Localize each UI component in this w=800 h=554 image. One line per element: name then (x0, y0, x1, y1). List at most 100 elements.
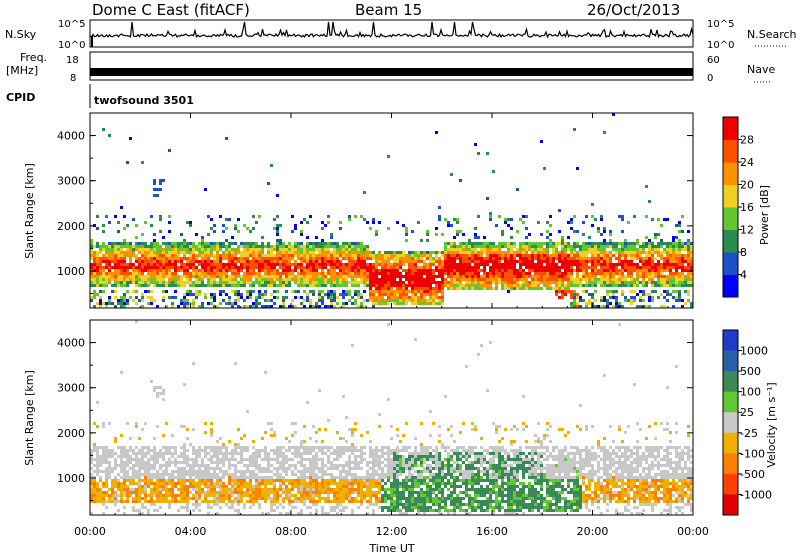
heatmap-cell (174, 263, 177, 266)
heatmap-cell (183, 497, 186, 500)
heatmap-cell (489, 215, 492, 218)
heatmap-cell (591, 275, 594, 278)
heatmap-cell (483, 269, 486, 272)
heatmap-cell (420, 296, 423, 299)
heatmap-cell (543, 272, 546, 275)
heatmap-cell (105, 281, 108, 284)
heatmap-cell (363, 281, 366, 284)
heatmap-cell (588, 251, 591, 254)
heatmap-cell (168, 452, 171, 455)
heatmap-cell (225, 458, 228, 461)
heatmap-cell (147, 473, 150, 476)
heatmap-cell (651, 266, 654, 269)
heatmap-cell (672, 242, 675, 245)
heatmap-cell (372, 290, 375, 293)
heatmap-cell (537, 245, 540, 248)
heatmap-cell (642, 263, 645, 266)
heatmap-cell (654, 281, 657, 284)
heatmap-cell (588, 266, 591, 269)
heatmap-cell (501, 233, 504, 236)
heatmap-cell (114, 272, 117, 275)
heatmap-cell (324, 464, 327, 467)
heatmap-cell (198, 491, 201, 494)
heatmap-cell (465, 275, 468, 278)
heatmap-cell (327, 293, 330, 296)
heatmap-cell (90, 494, 93, 497)
heatmap-cell (621, 218, 624, 221)
heatmap-cell (657, 278, 660, 281)
heatmap-cell (423, 287, 426, 290)
heatmap-cell (678, 245, 681, 248)
heatmap-cell (174, 470, 177, 473)
heatmap-cell (297, 452, 300, 455)
heatmap-cell (561, 248, 564, 251)
heatmap-cell (606, 290, 609, 293)
heatmap-cell (189, 254, 192, 257)
heatmap-cell (102, 452, 105, 455)
heatmap-cell (123, 266, 126, 269)
heatmap-cell (117, 263, 120, 266)
cpid-value: twofsound 3501 (94, 94, 194, 107)
heatmap-cell (291, 446, 294, 449)
heatmap-cell (159, 479, 162, 482)
heatmap-cell (468, 272, 471, 275)
heatmap-cell (138, 470, 141, 473)
heatmap-cell (555, 278, 558, 281)
heatmap-cell (330, 290, 333, 293)
heatmap-cell (276, 263, 279, 266)
heatmap-cell (351, 266, 354, 269)
heatmap-cell (186, 479, 189, 482)
heatmap-cell (564, 248, 567, 251)
heatmap-cell (312, 260, 315, 263)
heatmap-cell (468, 239, 471, 242)
heatmap-cell (591, 242, 594, 245)
heatmap-cell (669, 260, 672, 263)
heatmap-cell (177, 254, 180, 257)
heatmap-cell (111, 254, 114, 257)
heatmap-cell (636, 284, 639, 287)
heatmap-cell (174, 245, 177, 248)
heatmap-cell (342, 278, 345, 281)
heatmap-cell (675, 242, 678, 245)
heatmap-cell (135, 236, 138, 239)
heatmap-cell (282, 497, 285, 500)
heatmap-cell (663, 290, 666, 293)
colorbar-tick-label: 8 (740, 246, 747, 259)
heatmap-cell (177, 251, 180, 254)
heatmap-cell (537, 275, 540, 278)
heatmap-cell (156, 491, 159, 494)
heatmap-cell (375, 302, 378, 305)
heatmap-cell (531, 248, 534, 251)
heatmap-cell (186, 263, 189, 266)
heatmap-cell (387, 275, 390, 278)
heatmap-cell (312, 485, 315, 488)
heatmap-cell (213, 455, 216, 458)
heatmap-cell (186, 221, 189, 224)
heatmap-cell (291, 254, 294, 257)
heatmap-cell (141, 245, 144, 248)
heatmap-cell (555, 257, 558, 260)
heatmap-cell (492, 281, 495, 284)
heatmap-cell (459, 287, 462, 290)
heatmap-cell (276, 452, 279, 455)
heatmap-cell (348, 242, 351, 245)
heatmap-cell (339, 284, 342, 287)
heatmap-cell (243, 242, 246, 245)
heatmap-cell (150, 215, 153, 218)
heatmap-cell (678, 263, 681, 266)
heatmap-cell (231, 260, 234, 263)
heatmap-cell (546, 257, 549, 260)
heatmap-cell (369, 254, 372, 257)
heatmap-cell (300, 257, 303, 260)
heatmap-cell (96, 494, 99, 497)
heatmap-cell (300, 512, 303, 515)
heatmap-cell (177, 509, 180, 512)
heatmap-cell (225, 302, 228, 305)
heatmap-cell (321, 497, 324, 500)
heatmap-cell (321, 467, 324, 470)
heatmap-cell (192, 509, 195, 512)
heatmap-cell (648, 242, 651, 245)
heatmap-cell (315, 482, 318, 485)
heatmap-cell (210, 275, 213, 278)
heatmap-cell (174, 290, 177, 293)
